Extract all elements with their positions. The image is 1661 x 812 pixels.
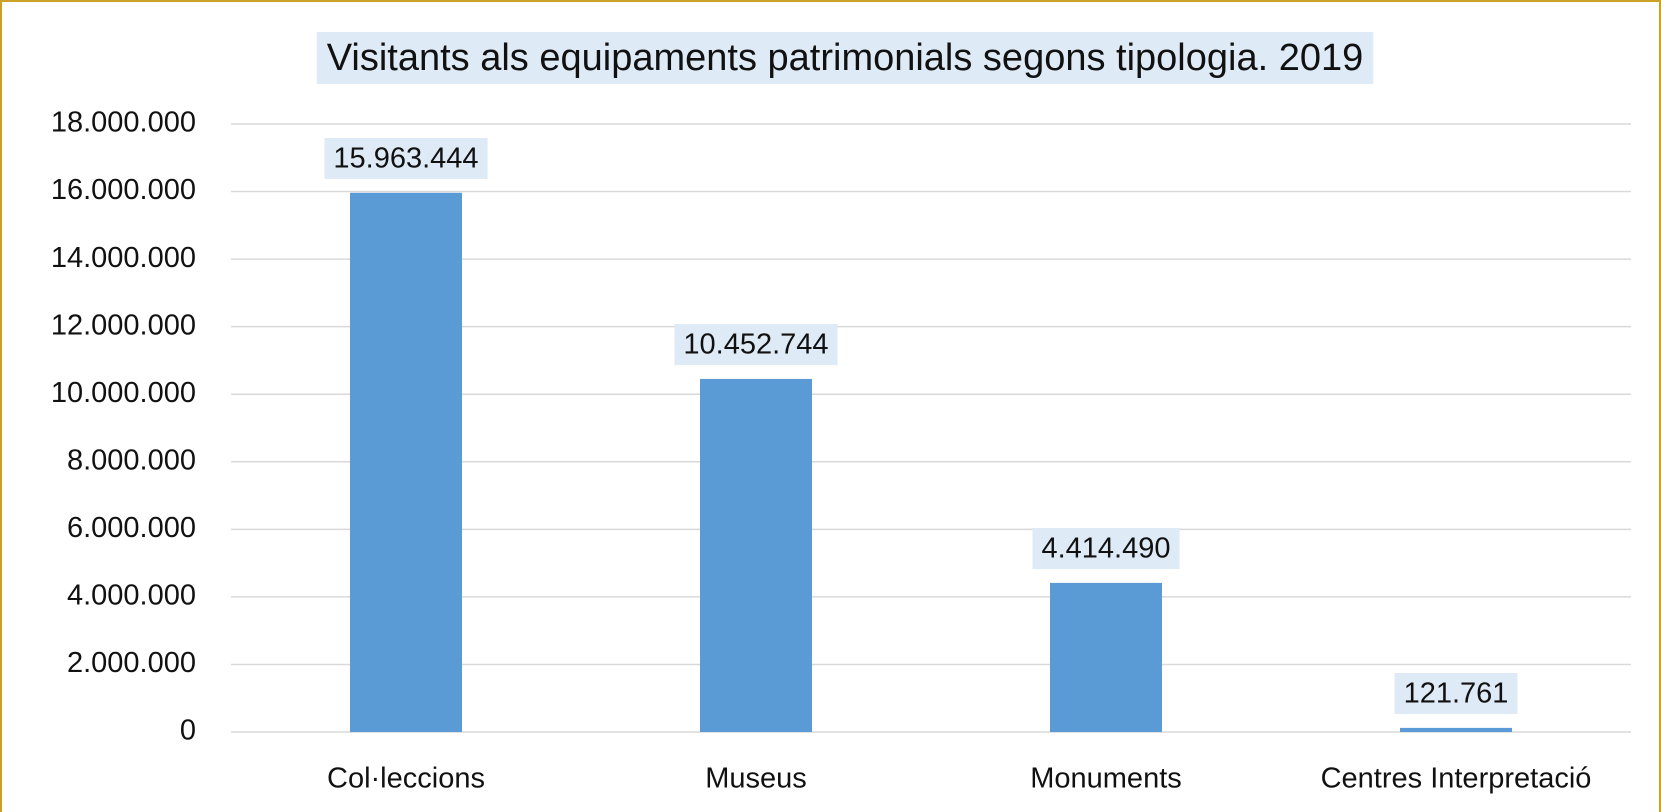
y-tick-label: 8.000.000 — [67, 444, 196, 476]
y-tick-label: 4.000.000 — [67, 580, 196, 612]
y-tick-label: 0 — [180, 715, 196, 747]
y-tick-label: 10.000.000 — [51, 377, 196, 409]
x-tick-label: Monuments — [1030, 763, 1182, 795]
y-tick-label: 2.000.000 — [67, 647, 196, 679]
value-label-background — [324, 137, 488, 179]
chart-title: Visitants als equipaments patrimonials s… — [327, 37, 1363, 79]
value-label-background — [674, 324, 838, 366]
value-label: 4.414.490 — [1041, 533, 1170, 565]
y-tick-label: 18.000.000 — [51, 107, 196, 139]
x-tick-label: Centres Interpretació — [1321, 763, 1592, 795]
y-tick-label: 12.000.000 — [51, 309, 196, 341]
x-tick-label: Col·leccions — [327, 763, 485, 795]
y-tick-label: 14.000.000 — [51, 242, 196, 274]
y-tick-label: 6.000.000 — [67, 512, 196, 544]
value-label: 15.963.444 — [333, 142, 478, 174]
value-label-background — [1032, 528, 1180, 570]
value-label: 10.452.744 — [683, 329, 828, 361]
value-label-background — [1394, 673, 1518, 715]
title-background — [316, 32, 1374, 85]
bar — [1400, 727, 1512, 732]
bar — [700, 378, 812, 732]
bar — [350, 192, 462, 732]
y-tick-label: 16.000.000 — [51, 174, 196, 206]
value-label: 121.761 — [1404, 678, 1509, 710]
x-tick-label: Museus — [705, 763, 807, 795]
bar — [1050, 582, 1162, 732]
